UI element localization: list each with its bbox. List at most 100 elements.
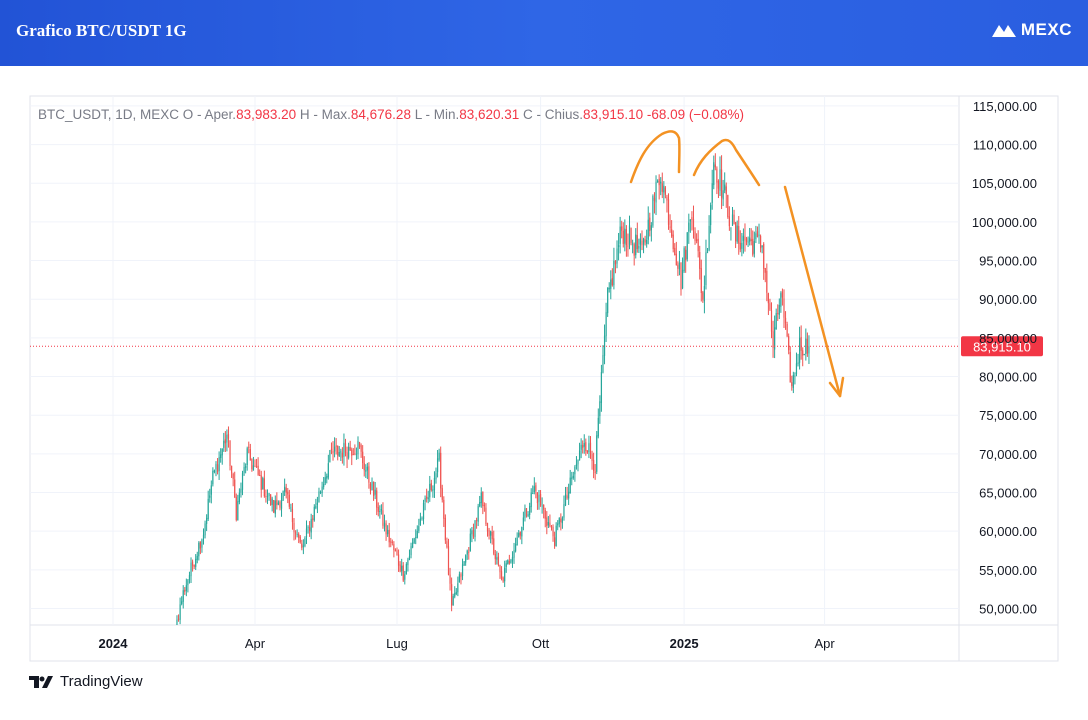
candle-body <box>257 465 259 475</box>
candle-body <box>482 491 484 507</box>
candle-body <box>483 505 485 507</box>
candle-body <box>422 502 425 520</box>
candle-body <box>763 243 765 269</box>
candle-body <box>444 517 446 541</box>
candle-body <box>535 485 537 492</box>
candle-body <box>788 336 790 351</box>
candle-body <box>730 227 732 229</box>
candle-body <box>536 492 539 504</box>
y-tick-label: 95,000.00 <box>979 254 1037 269</box>
candle-body <box>396 550 398 556</box>
candle-body <box>731 214 734 226</box>
candlestick-chart[interactable]: 83,915.10 50,000.00 55,000.00 60,000.00 65,… <box>0 66 1088 666</box>
candle-body <box>614 260 617 265</box>
candle-body <box>508 560 510 564</box>
candle-body <box>316 502 319 505</box>
candle-body <box>689 219 691 222</box>
candle-body <box>650 225 652 231</box>
candle-body <box>410 546 412 556</box>
candle-body <box>288 494 290 507</box>
candle-body <box>271 498 273 505</box>
candle-body <box>593 460 595 471</box>
candle-body <box>702 292 704 300</box>
candle-body <box>284 486 286 492</box>
candle-body <box>224 439 226 444</box>
candle-body <box>638 245 640 249</box>
down-arrow-head <box>828 376 845 398</box>
candle-body <box>405 564 407 574</box>
candle-body <box>611 278 613 286</box>
candle-body <box>327 463 329 478</box>
candle-body <box>460 574 462 578</box>
candle-body <box>494 554 496 560</box>
candle-body <box>550 526 553 528</box>
candle-body <box>724 184 726 191</box>
candle-body <box>276 499 278 506</box>
candle-body <box>795 363 798 375</box>
candle-body <box>502 577 504 582</box>
candle-body <box>663 185 665 193</box>
candle-body <box>800 336 802 351</box>
candle-body <box>374 489 376 495</box>
candle-body <box>642 238 645 245</box>
candle-body <box>527 514 529 517</box>
candle-body <box>309 527 311 532</box>
candle-body <box>752 238 754 255</box>
candle-body <box>237 501 239 521</box>
candle-body <box>613 260 615 286</box>
candle-body <box>294 532 297 534</box>
candle-body <box>338 452 340 457</box>
candle-body <box>488 530 490 536</box>
candle-body <box>449 574 451 584</box>
candle-body <box>786 324 788 337</box>
candle-body <box>745 238 748 242</box>
candle-body <box>496 557 498 560</box>
candle-body <box>232 473 234 479</box>
x-tick-label: Apr <box>245 636 266 651</box>
candle-body <box>722 190 724 200</box>
y-tick-label: 100,000.00 <box>972 215 1037 230</box>
candle-body <box>287 491 289 495</box>
candle-body <box>248 446 250 448</box>
candle-body <box>477 506 479 522</box>
candle-body <box>475 520 478 521</box>
candle-body <box>538 494 540 502</box>
candle-body <box>387 529 389 535</box>
candle-body <box>357 440 359 455</box>
candle-body <box>371 481 373 491</box>
candle-body <box>452 596 454 606</box>
high-label: H - Max. <box>300 107 351 122</box>
candle-body <box>458 574 461 583</box>
candle-body <box>655 181 657 203</box>
current-price-label-bg <box>961 336 1043 357</box>
y-tick-label: 105,000.00 <box>972 176 1037 191</box>
candle-body <box>457 583 459 593</box>
candle-body <box>293 522 295 533</box>
candle-body <box>671 229 673 237</box>
candle-body <box>432 489 434 492</box>
candle-body <box>348 446 350 458</box>
candle-body <box>187 580 189 586</box>
candle-body <box>360 445 362 452</box>
candle-body <box>415 537 417 539</box>
candle-body <box>216 464 219 472</box>
candle-body <box>557 523 559 526</box>
candle-body <box>580 444 582 450</box>
candle-body <box>533 486 535 493</box>
candle-body <box>315 505 317 509</box>
candle-body <box>696 239 698 242</box>
candle-body <box>669 226 671 228</box>
candle-body <box>220 454 222 459</box>
chart-area[interactable]: 83,915.10 50,000.00 55,000.00 60,000.00 65,… <box>0 66 1088 666</box>
candle-body <box>610 279 612 289</box>
x-tick-label: Apr <box>814 636 835 651</box>
candle-body <box>600 372 603 404</box>
candle-body <box>683 248 685 272</box>
candle-body <box>735 222 737 242</box>
candle-body <box>507 559 509 565</box>
candle-body <box>393 544 395 551</box>
candle-body <box>429 484 431 498</box>
candle-body <box>797 362 799 365</box>
candle-body <box>758 234 760 237</box>
candle-body <box>678 262 681 270</box>
